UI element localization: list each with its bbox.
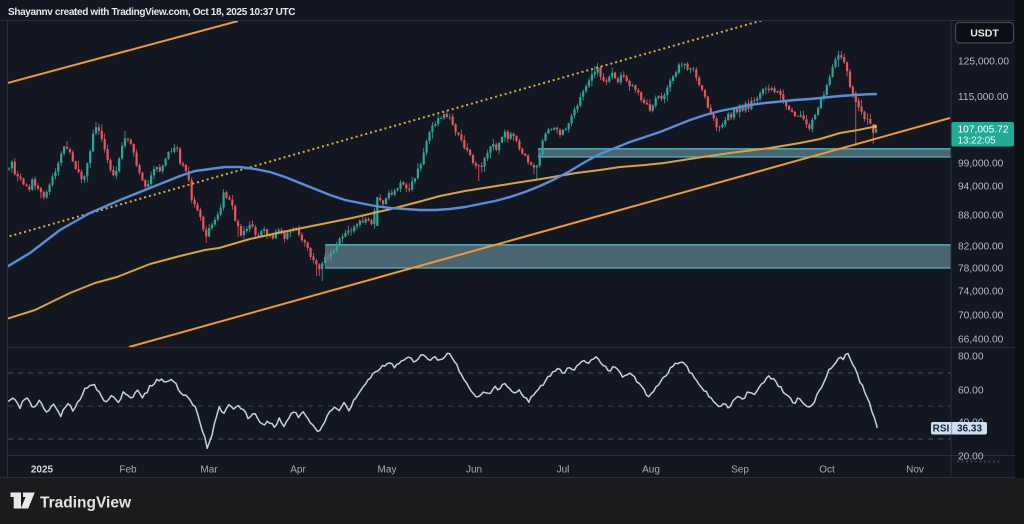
- svg-text:36.33: 36.33: [957, 424, 982, 435]
- svg-text:70,000.00: 70,000.00: [958, 311, 1004, 322]
- svg-text:Oct: Oct: [819, 465, 835, 476]
- svg-text:Sep: Sep: [731, 465, 749, 476]
- svg-text:60.00: 60.00: [958, 386, 984, 397]
- svg-text:107,005.72: 107,005.72: [958, 125, 1009, 136]
- svg-text:RSI: RSI: [933, 424, 950, 435]
- svg-text:94,000.00: 94,000.00: [958, 182, 1004, 193]
- svg-text:74,000.00: 74,000.00: [958, 287, 1004, 298]
- svg-text:20.00: 20.00: [958, 452, 984, 463]
- svg-text:115,000.00: 115,000.00: [958, 92, 1009, 103]
- svg-text:Apr: Apr: [290, 465, 306, 476]
- svg-text:USDT: USDT: [970, 28, 999, 40]
- svg-text:78,000.00: 78,000.00: [958, 264, 1004, 275]
- svg-text:TradingView: TradingView: [40, 495, 132, 512]
- svg-text:82,000.00: 82,000.00: [958, 242, 1004, 253]
- svg-text:125,000.00: 125,000.00: [958, 57, 1009, 68]
- svg-text:13:22:05: 13:22:05: [958, 136, 997, 147]
- svg-text:Aug: Aug: [642, 465, 660, 476]
- svg-text:88,000.00: 88,000.00: [958, 211, 1004, 222]
- svg-text:Jun: Jun: [466, 465, 482, 476]
- svg-text:Nov: Nov: [906, 465, 924, 476]
- svg-text:80.00: 80.00: [958, 352, 984, 363]
- svg-text:Jul: Jul: [557, 465, 570, 476]
- svg-text:66,400.00: 66,400.00: [958, 335, 1004, 346]
- svg-text:May: May: [378, 465, 397, 476]
- svg-text:Shayannv created with TradingV: Shayannv created with TradingView.com, O…: [8, 7, 295, 18]
- svg-text:2025: 2025: [31, 465, 54, 476]
- svg-text:Feb: Feb: [119, 465, 137, 476]
- svg-text:Mar: Mar: [200, 465, 218, 476]
- svg-text:99,000.00: 99,000.00: [958, 159, 1004, 170]
